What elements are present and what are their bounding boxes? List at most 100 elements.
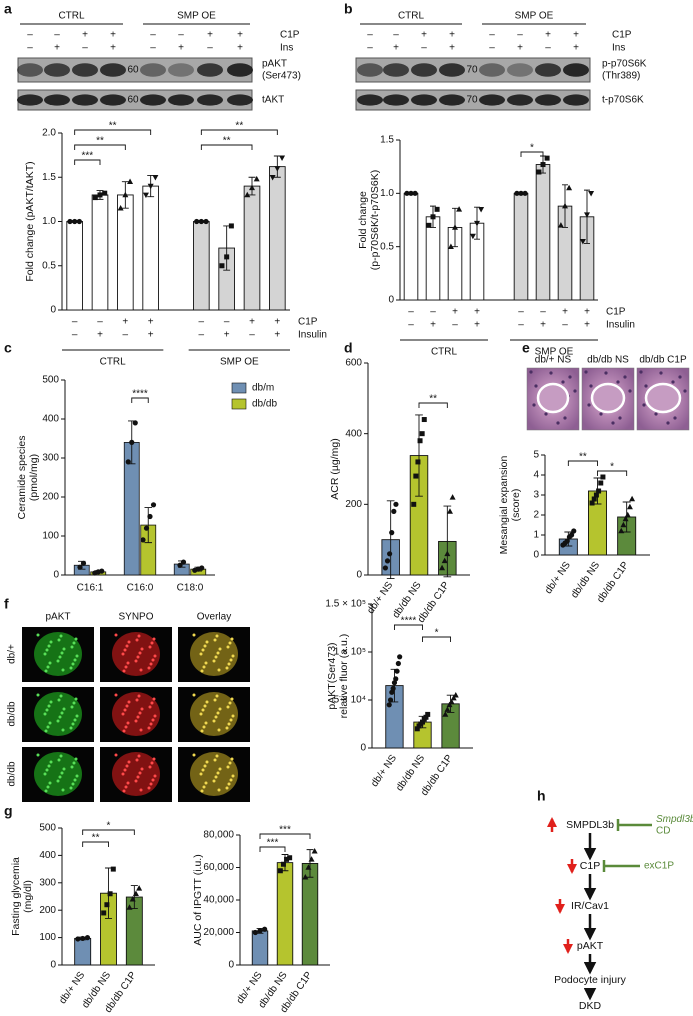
treatment-sign: – <box>224 317 230 328</box>
glomerulus <box>590 382 626 414</box>
significance-bracket <box>567 460 598 466</box>
signal-speck <box>43 772 47 776</box>
signal-speck <box>134 659 138 663</box>
data-point <box>177 562 183 568</box>
group-label: CTRL <box>431 347 458 358</box>
signal-speck <box>127 640 131 644</box>
data-point <box>203 218 209 225</box>
band-label: p-p70S6K <box>602 59 647 70</box>
signal-speck <box>57 638 61 642</box>
data-point <box>150 502 157 508</box>
nucleus <box>532 403 536 407</box>
significance-label: ** <box>235 121 243 132</box>
signal-speck <box>74 637 78 641</box>
y-axis-label: Fold change (pAKT/tAKT) <box>24 161 36 281</box>
group-label: SMP OE <box>535 347 574 358</box>
data-point <box>80 935 86 942</box>
y-tick-label: 200 <box>345 499 362 510</box>
signal-speck <box>147 726 151 730</box>
group-label: SMP OE <box>177 11 216 22</box>
treatment-sign: – <box>452 320 458 331</box>
data-point <box>72 218 78 225</box>
blot-band <box>383 63 409 77</box>
data-point <box>142 192 149 199</box>
treatment-sign: + <box>562 307 568 318</box>
inhibition-line <box>602 860 640 872</box>
pathway-node: pAKT <box>577 940 604 952</box>
panel-letter: f <box>4 596 9 612</box>
data-point <box>147 183 154 190</box>
signal-speck <box>125 644 129 648</box>
data-point <box>395 660 401 667</box>
data-point <box>425 711 431 717</box>
bar <box>269 166 286 311</box>
y-tick-label: 0 <box>228 960 234 971</box>
signal-speck <box>61 668 65 672</box>
data-point <box>67 218 73 225</box>
signal-speck <box>49 760 53 764</box>
treatment-sign: – <box>199 317 205 328</box>
signal-speck <box>137 694 141 698</box>
treatment-sign: + <box>449 30 455 41</box>
data-point <box>269 174 276 181</box>
data-point <box>620 521 627 528</box>
nucleus <box>568 375 572 379</box>
data-point <box>566 184 573 191</box>
signal-speck <box>200 729 204 733</box>
signal-speck <box>147 786 151 790</box>
significance-bracket <box>597 470 628 476</box>
data-point <box>126 904 133 910</box>
legend-swatch <box>231 382 247 394</box>
panel-letter: g <box>4 803 13 819</box>
data-point <box>408 190 414 196</box>
significance-bracket <box>259 833 311 839</box>
data-point <box>389 530 395 536</box>
signal-speck <box>71 782 75 786</box>
treatment-sign: + <box>148 330 154 341</box>
glomerulus-signal <box>112 632 160 676</box>
treatment-sign: – <box>421 43 427 54</box>
signal-speck <box>74 757 78 761</box>
data-point <box>568 532 575 538</box>
signal-speck <box>57 698 61 702</box>
row-name: C1P <box>280 30 300 41</box>
signal-speck <box>48 661 52 665</box>
nucleus <box>616 380 620 384</box>
panel-letter: a <box>4 1 12 17</box>
signal-speck <box>150 641 154 645</box>
signal-speck <box>230 697 234 701</box>
blot-band <box>140 94 166 106</box>
signal-speck <box>217 668 221 672</box>
signal-speck <box>205 700 209 704</box>
y-tick-label: 300 <box>39 877 56 888</box>
signal-speck <box>47 644 51 648</box>
signal-speck <box>114 753 118 757</box>
data-point <box>257 928 263 934</box>
data-point <box>442 711 449 717</box>
nucleus <box>556 421 560 425</box>
signal-speck <box>226 765 230 769</box>
signal-speck <box>137 754 141 758</box>
data-point <box>384 558 391 564</box>
signal-speck <box>126 661 130 665</box>
signal-speck <box>138 651 142 655</box>
data-point <box>80 560 87 566</box>
nucleus <box>683 389 687 393</box>
significance-bracket <box>418 402 448 408</box>
inhibitor-label: Smpdl3b KO <box>656 814 693 825</box>
signal-speck <box>139 728 143 732</box>
signal-speck <box>217 788 221 792</box>
data-point <box>387 551 393 557</box>
data-point <box>393 676 399 682</box>
data-point <box>194 218 200 225</box>
blot-band <box>479 63 505 77</box>
treatment-sign: – <box>97 317 103 328</box>
signal-speck <box>205 640 209 644</box>
data-point <box>107 891 113 897</box>
blot-band <box>357 63 383 77</box>
size-marker: 60 <box>127 95 139 106</box>
treatment-sign: – <box>82 43 88 54</box>
x-tick-label: db/+ NS <box>365 580 395 616</box>
nucleus <box>673 416 677 420</box>
data-point <box>557 222 564 228</box>
